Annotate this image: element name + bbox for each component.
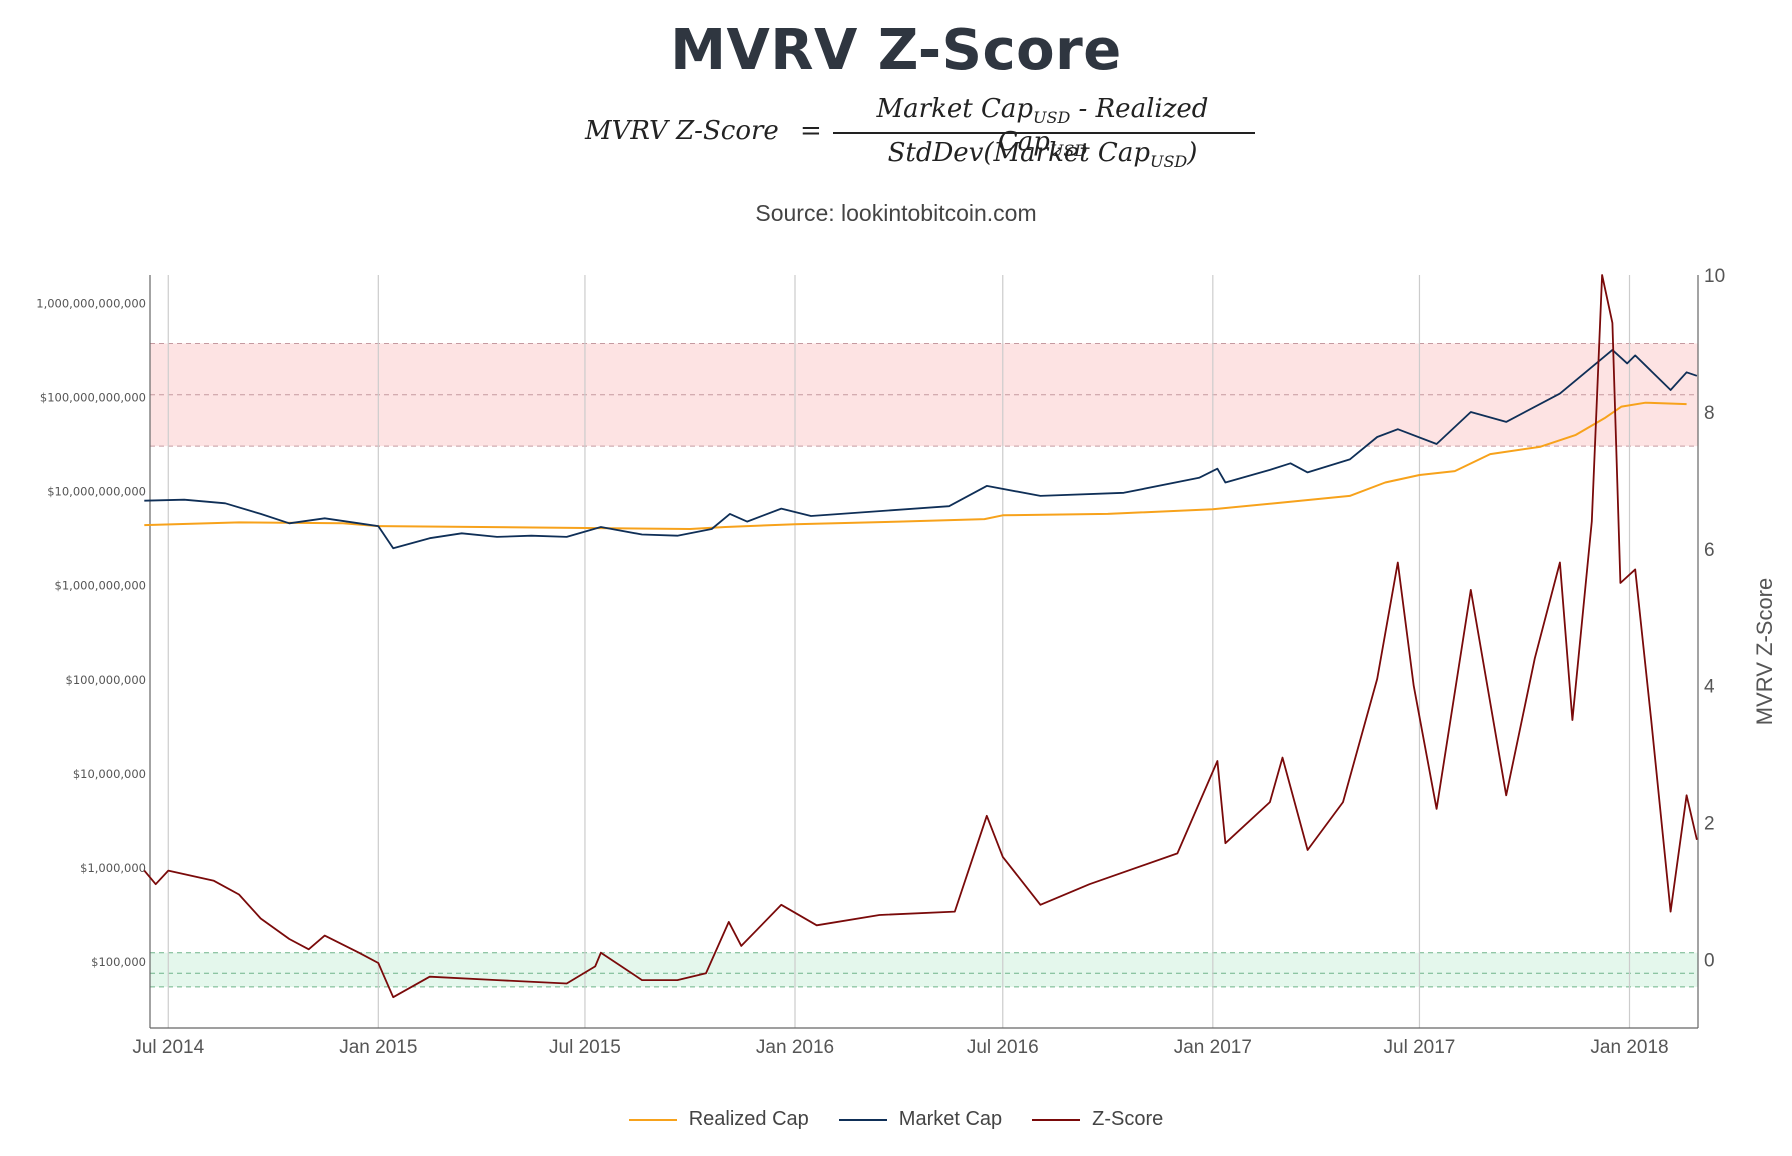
formula-fraction-bar (833, 132, 1255, 134)
chart-title: MVRV Z-Score (670, 18, 1122, 83)
x-tick-label: Jul 2015 (549, 1037, 621, 1058)
legend-item-market-cap[interactable]: Market Cap (838, 1108, 1003, 1131)
y-left-tick-label: $100,000,000 (66, 673, 146, 687)
y-left-tick-label: $100,000,000,000 (40, 390, 146, 404)
legend-label: Realized Cap (688, 1108, 809, 1130)
y-right-tick-label: 10 (1704, 266, 1725, 287)
x-tick-label: Jul 2016 (967, 1037, 1039, 1058)
green-band (150, 952, 1698, 987)
y-left-tick-label: $10,000,000 (73, 767, 146, 781)
source-text: Source: lookintobitcoin.com (755, 200, 1037, 226)
realized-cap-line (144, 401, 1687, 530)
z-score-line (143, 274, 1698, 999)
formula-lhs: MVRV Z-Score (585, 116, 779, 146)
legend-label: Z-Score (1092, 1108, 1164, 1130)
y-left-tick-label: $100,000 (91, 955, 146, 969)
legend-label: Market Cap (898, 1108, 1003, 1130)
market-cap-line (144, 349, 1698, 550)
x-tick-label: Jan 2015 (339, 1037, 417, 1058)
y-left-tick-label: $1,000,000,000 (55, 579, 146, 593)
legend-item-z-score[interactable]: Z-Score (1032, 1108, 1163, 1131)
formula: MVRV Z-Score = Market CapUSD - Realized … (585, 92, 1265, 182)
formula-numerator: Market CapUSD - Realized CapUSD (876, 94, 1209, 161)
y-left-tick-label: $10,000,000,000 (47, 485, 146, 499)
legend-swatch-z-score (1032, 1118, 1081, 1121)
y-right-tick-label: 8 (1704, 403, 1715, 424)
x-tick-label: Jan 2017 (1174, 1037, 1252, 1058)
legend-item-realized-cap[interactable]: Realized Cap (628, 1108, 809, 1131)
legend: Realized Cap Market Cap Z-Score (0, 1108, 1792, 1131)
y-right-axis-title: MVRV Z-Score (1752, 578, 1777, 726)
x-tick-label: Jan 2016 (756, 1037, 834, 1058)
x-tick-label: Jul 2017 (1384, 1037, 1456, 1058)
legend-swatch-market-cap (838, 1118, 887, 1121)
y-right-tick-label: 6 (1704, 540, 1715, 561)
legend-swatch-realized-cap (628, 1118, 677, 1121)
y-left-tick-label: 1,000,000,000,000 (36, 296, 146, 310)
formula-equals: = (800, 116, 822, 146)
x-tick-label: Jul 2014 (132, 1037, 204, 1058)
x-tick-label: Jan 2018 (1590, 1037, 1668, 1058)
y-left-tick-label: $1,000,000 (80, 861, 146, 875)
y-right-tick-label: 0 (1704, 951, 1715, 972)
formula-denominator: StdDev(Market CapUSD) (887, 138, 1198, 172)
y-right-tick-label: 4 (1704, 677, 1715, 698)
y-right-tick-label: 2 (1704, 814, 1715, 835)
